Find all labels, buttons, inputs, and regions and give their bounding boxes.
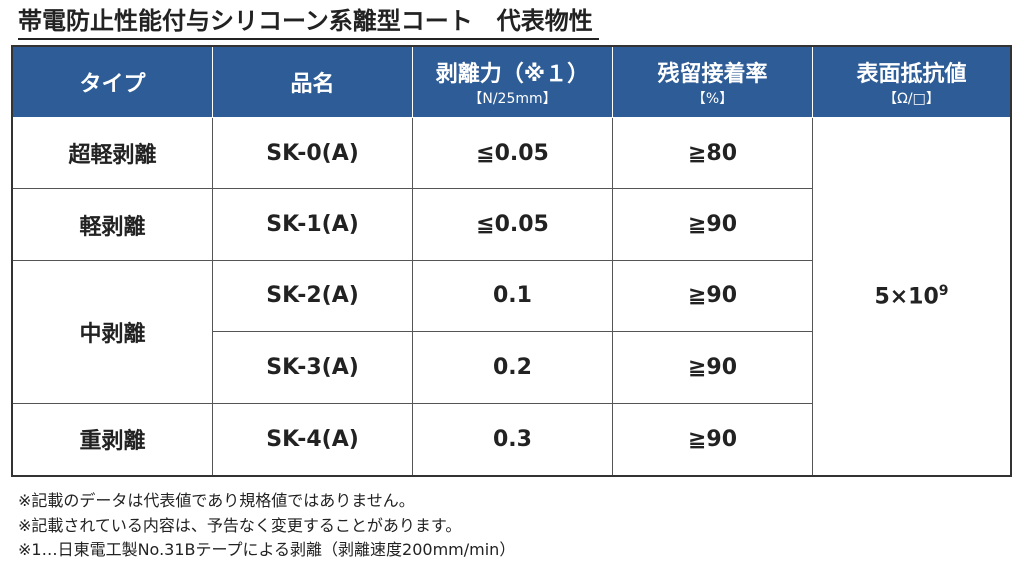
peel-cell: 0.3	[413, 403, 613, 475]
residual: ≧90	[687, 426, 738, 452]
resistivity-cell: 5×109	[813, 118, 1010, 475]
product-cell: SK-2(A)	[213, 260, 413, 333]
peel-cell: 0.2	[413, 332, 613, 404]
peel: 0.3	[493, 426, 532, 452]
header-label: 剥離力（※１）	[435, 62, 590, 87]
type-label: 中剥離	[79, 321, 146, 347]
header-cell: 品名	[213, 47, 413, 118]
header-label: 表面抵抗値	[856, 62, 967, 87]
product-cell: SK-4(A)	[213, 403, 413, 475]
type-label: 軽剥離	[79, 214, 146, 240]
product-cell: SK-3(A)	[213, 332, 413, 404]
residual-cell: ≧90	[613, 260, 813, 333]
residual: ≧90	[687, 283, 738, 309]
peel: ≦0.05	[476, 140, 549, 166]
product: SK-4(A)	[266, 426, 359, 452]
header-cell: 残留接着率【%】	[613, 47, 813, 118]
peel: 0.2	[493, 354, 532, 380]
header-label: タイプ	[79, 72, 146, 97]
product: SK-2(A)	[266, 283, 359, 309]
product-cell: SK-1(A)	[213, 189, 413, 261]
residual-cell: ≧90	[613, 403, 813, 475]
type-label: 超軽剥離	[68, 143, 157, 169]
type-cell: 軽剥離	[13, 189, 213, 261]
header-label: 残留接着率	[657, 62, 768, 87]
title: 帯電防止性能付与シリコーン系離型コート 代表物性	[18, 4, 599, 40]
peel-cell: ≦0.05	[413, 189, 613, 261]
header-cell: 剥離力（※１） 【N/25mm】	[413, 47, 613, 118]
peel: 0.1	[493, 283, 532, 309]
product: SK-0(A)	[266, 140, 359, 166]
residual-cell: ≧90	[613, 332, 813, 404]
resistivity: 5×109	[874, 283, 948, 309]
product: SK-3(A)	[266, 354, 359, 380]
header-unit: 【N/25mm】	[468, 91, 557, 107]
residual-cell: ≧90	[613, 189, 813, 261]
residual: ≧90	[687, 212, 738, 238]
resistivity-base: 5×10	[874, 284, 939, 310]
residual-cell: ≧80	[613, 118, 813, 190]
peel-cell: 0.1	[413, 260, 613, 333]
peel-cell: ≦0.05	[413, 118, 613, 190]
header-unit: 【Ω/□】	[883, 91, 940, 107]
product-cell: SK-0(A)	[213, 118, 413, 190]
header-label: 品名	[290, 72, 335, 97]
note: ※記載のデータは代表値であり規格値ではありません。	[18, 491, 415, 510]
header-cell: タイプ	[13, 47, 213, 118]
type-cell: 中剥離	[13, 260, 213, 404]
peel: ≦0.05	[476, 212, 549, 238]
product: SK-1(A)	[266, 212, 359, 238]
type-cell: 超軽剥離	[13, 118, 213, 190]
header-unit: 【%】	[691, 91, 734, 107]
header-cell: 表面抵抗値【Ω/□】	[813, 47, 1010, 118]
type-cell: 重剥離	[13, 403, 213, 475]
table: タイプ 品名 剥離力（※１） 【N/25mm】 残留接着率 【%】 表面抵抗値 【Ω/□】 超軽…	[11, 45, 1012, 477]
type-label: 重剥離	[79, 429, 146, 455]
residual: ≧80	[687, 140, 738, 166]
residual: ≧90	[687, 354, 738, 380]
resistivity-exponent: 9	[938, 283, 949, 300]
note: ※記載されている内容は、予告なく変更することがあります。	[18, 515, 462, 535]
note: ※1…日東電工製No.31Bテープによる剥離（剥離速度200mm/min）	[18, 540, 516, 559]
